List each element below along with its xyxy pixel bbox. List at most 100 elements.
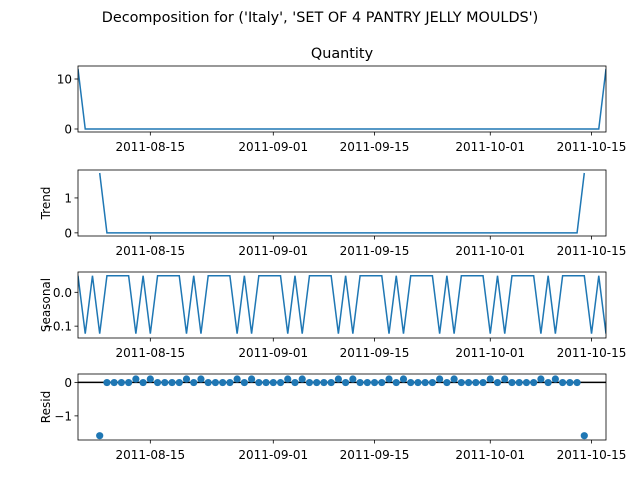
series-line-observed [78,68,606,130]
resid-point [204,378,212,387]
resid-point [298,375,306,383]
resid-point [125,378,133,387]
y-tick-label: 0 [64,376,72,390]
resid-point [103,378,111,387]
resid-point [522,378,531,387]
resid-point [573,378,581,387]
resid-point [551,375,559,383]
panel-resid: −1 0 2011-08-15 2011-09-01 2011-09-15 2011-10… [39,373,627,462]
resid-point [320,378,328,387]
x-tick-label: 2011-10-01 [455,244,525,258]
resid-point [139,378,147,387]
resid-point [385,375,393,383]
resid-point [407,378,415,387]
x-tick-label: 2011-10-15 [557,346,627,360]
axes-frame-seasonal [77,271,607,339]
resid-point [580,432,588,440]
resid-point [399,375,408,383]
resid-point [284,375,292,383]
axes-title-observed: Quantity [311,46,374,62]
resid-point [262,378,270,387]
resid-point [370,378,379,387]
panel-seasonal: −0.1 0.0 2011-08-15 2011-09-01 2011-09-15 201… [39,271,627,360]
resid-point [537,375,545,383]
x-tick-label: 2011-08-15 [115,448,185,462]
axes-frame-observed [77,65,607,133]
resid-point [190,378,198,387]
y-axis-label-resid: Resid [39,391,53,423]
x-tick-label: 2011-09-15 [340,448,410,462]
panel-trend: 0 1 2011-08-15 2011-09-01 2011-09-15 2011-10-… [39,169,627,258]
resid-point [421,378,429,387]
resid-point [414,378,422,387]
x-tick-label: 2011-10-01 [455,448,525,462]
resid-point [96,432,104,440]
x-tick-label: 2011-09-15 [340,140,410,154]
resid-point [479,378,487,387]
resid-point [161,378,169,387]
panel-observed: 0 10 2011-08-15 2011-09-01 2011-09-15 2011-10… [57,46,627,154]
resid-point [457,378,465,387]
resid-point [450,375,458,383]
resid-point [219,378,227,387]
x-tick-label: 2011-10-15 [557,244,627,258]
y-tick-label: −1 [54,409,72,423]
y-tick-label: 10 [57,73,72,87]
x-tick-label: 2011-09-01 [238,346,308,360]
axes-frame-resid [77,373,607,441]
resid-point [342,378,350,387]
panels: 0 10 2011-08-15 2011-09-01 2011-09-15 2011-10… [39,46,626,462]
resid-point [349,375,357,383]
resid-point [175,378,183,387]
resid-point [486,375,494,383]
series-line-trend [98,172,586,234]
x-tick-label: 2011-08-15 [115,346,185,360]
resid-point [211,378,220,387]
y-tick-label: 0 [64,123,72,137]
x-tick-label: 2011-09-01 [238,448,308,462]
resid-point [530,378,538,387]
resid-point [515,378,523,387]
resid-point [168,378,176,387]
resid-point [472,378,480,387]
x-tick-label: 2011-10-15 [557,140,627,154]
x-tick-label: 2011-09-15 [340,346,410,360]
resid-point [378,378,386,387]
resid-point [508,378,516,387]
x-tick-label: 2011-10-01 [455,140,525,154]
resid-point [392,378,400,387]
y-axis-label-seasonal: Seasonal [39,278,53,332]
resid-point [363,378,371,387]
resid-point [559,378,567,387]
y-tick-label: 0.0 [53,286,72,300]
resid-point [233,375,241,383]
resid-point [356,378,364,387]
resid-point [153,378,162,387]
resid-point [247,375,256,383]
x-tick-label: 2011-09-15 [340,244,410,258]
resid-point [443,378,451,387]
y-axis-label-trend: Trend [39,187,53,221]
resid-point [428,378,437,387]
x-tick-label: 2011-10-15 [557,448,627,462]
resid-point [197,375,205,383]
resid-point [305,378,314,387]
resid-point [146,375,154,383]
resid-point [110,378,118,387]
resid-point [436,375,444,383]
resid-point [226,378,234,387]
x-tick-label: 2011-09-01 [238,244,308,258]
resid-point [117,378,125,387]
resid-point [182,375,191,383]
y-tick-label: 0 [64,226,72,240]
series-line-seasonal [78,274,606,334]
resid-point [291,378,299,387]
y-tick-label: −0.1 [43,320,72,334]
resid-point [240,378,248,387]
resid-point [464,378,473,387]
resid-point [566,378,574,387]
resid-point [313,378,321,387]
resid-point [255,378,263,387]
resid-point [327,378,335,387]
